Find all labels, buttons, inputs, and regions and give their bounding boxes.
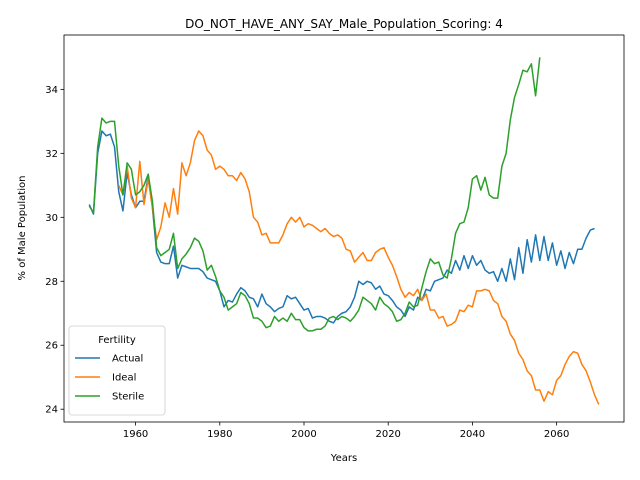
x-tick-label-2040: 2040 [460,429,485,440]
legend-box [68,325,166,416]
y-tick-label-32: 32 [45,149,58,160]
legend-label-sterile: Sterile [112,392,144,403]
x-axis-label: Years [330,453,357,464]
x-tick-label-1980: 1980 [207,429,232,440]
y-tick-label-28: 28 [45,277,58,288]
legend-label-ideal: Ideal [112,373,136,384]
legend-label-actual: Actual [112,354,143,365]
legend-title: Fertility [98,335,136,346]
x-tick-label-1960: 1960 [123,429,148,440]
x-tick-label-2000: 2000 [291,429,316,440]
plot-frame [63,34,625,423]
y-tick-label-34: 34 [45,85,58,96]
x-axis: 1960 1980 2000 2020 2040 2060 [123,422,569,440]
series-line-sterile [88,57,541,332]
y-tick-label-24: 24 [45,405,58,416]
series-line-actual [88,130,595,324]
y-axis: 24 26 28 30 32 34 [45,85,64,416]
series-layer [88,57,600,405]
y-axis-label: % of Male Population [17,176,28,281]
legend: Fertility Actual Ideal Sterile [68,325,166,416]
y-tick-label-26: 26 [45,341,58,352]
series-line-ideal [118,130,600,405]
x-tick-label-2020: 2020 [375,429,400,440]
x-tick-label-2060: 2060 [544,429,569,440]
y-tick-label-30: 30 [45,213,58,224]
chart-title: DO_NOT_HAVE_ANY_SAY_Male_Population_Scor… [185,17,503,31]
